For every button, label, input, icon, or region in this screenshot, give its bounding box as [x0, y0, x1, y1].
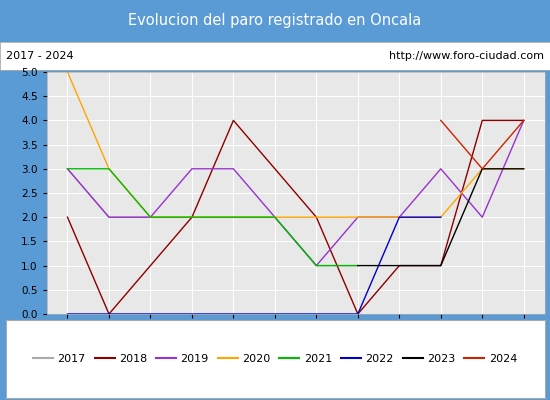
Legend: 2017, 2018, 2019, 2020, 2021, 2022, 2023, 2024: 2017, 2018, 2019, 2020, 2021, 2022, 2023… — [29, 350, 521, 368]
Text: http://www.foro-ciudad.com: http://www.foro-ciudad.com — [389, 51, 544, 61]
Text: Evolucion del paro registrado en Oncala: Evolucion del paro registrado en Oncala — [128, 14, 422, 28]
Text: 2017 - 2024: 2017 - 2024 — [6, 51, 73, 61]
